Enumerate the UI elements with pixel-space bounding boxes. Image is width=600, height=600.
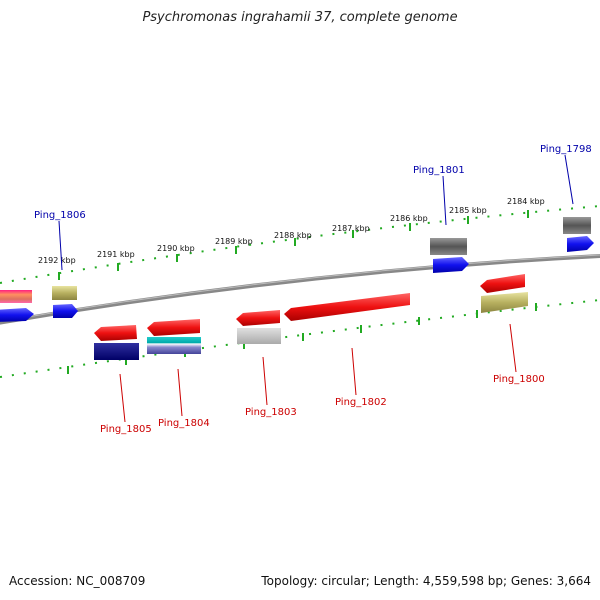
accession-text: Accession: NC_008709 bbox=[9, 574, 146, 588]
gene-label[interactable]: Ping_1798 bbox=[540, 144, 592, 155]
reverse-leader-lines bbox=[119, 323, 517, 423]
tick-label: 2187 kbp bbox=[332, 224, 370, 233]
tick-label: 2192 kbp bbox=[38, 256, 76, 265]
gene-label[interactable]: Ping_1800 bbox=[493, 374, 545, 385]
forward-leader-lines bbox=[58, 154, 574, 271]
gene-forward-left-stack[interactable] bbox=[0, 290, 34, 322]
tick-label: 2185 kbp bbox=[449, 206, 487, 215]
gene-ping-1803[interactable] bbox=[236, 310, 281, 344]
reverse-tick-track bbox=[0, 299, 600, 378]
gene-ping-1805[interactable] bbox=[94, 325, 139, 360]
major-ticks bbox=[58, 210, 537, 374]
tick-label: 2186 kbp bbox=[390, 214, 428, 223]
tick-label: 2184 kbp bbox=[507, 197, 545, 206]
gene-ping-1804[interactable] bbox=[147, 319, 201, 354]
gene-label[interactable]: Ping_1802 bbox=[335, 397, 387, 408]
forward-tick-track bbox=[0, 205, 600, 284]
gene-ping-1802[interactable] bbox=[284, 293, 410, 321]
gene-ping-1806[interactable] bbox=[52, 286, 78, 318]
gene-label[interactable]: Ping_1801 bbox=[413, 165, 465, 176]
map-title: Psychromonas ingrahamii 37, complete gen… bbox=[142, 10, 458, 25]
gene-label[interactable]: Ping_1805 bbox=[100, 424, 152, 435]
tick-label: 2190 kbp bbox=[157, 244, 195, 253]
gene-label[interactable]: Ping_1806 bbox=[34, 210, 86, 221]
tick-label: 2191 kbp bbox=[97, 250, 135, 259]
tick-label: 2189 kbp bbox=[215, 237, 253, 246]
gene-ping-1800[interactable] bbox=[480, 274, 528, 313]
tick-label: 2188 kbp bbox=[274, 231, 312, 240]
topology-text: Topology: circular; Length: 4,559,598 bp… bbox=[261, 574, 591, 588]
gene-ping-1801[interactable] bbox=[430, 238, 469, 273]
gene-label[interactable]: Ping_1804 bbox=[158, 418, 210, 429]
gene-ping-1798[interactable] bbox=[563, 217, 594, 252]
gene-label[interactable]: Ping_1803 bbox=[245, 407, 297, 418]
